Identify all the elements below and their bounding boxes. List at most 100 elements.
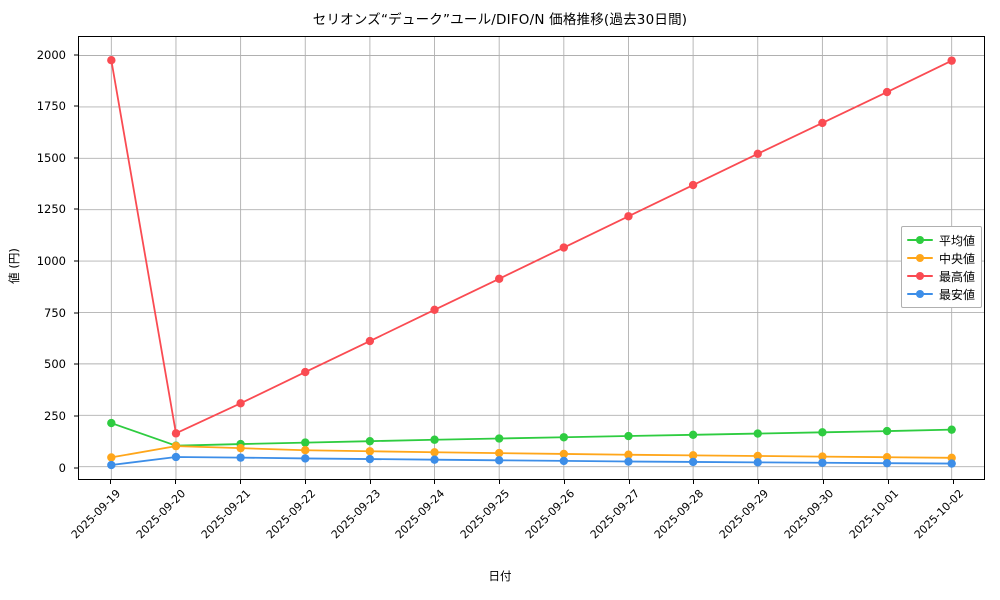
- y-tick-mark: [74, 312, 78, 314]
- data-point[interactable]: [559, 456, 569, 466]
- data-point[interactable]: [947, 425, 956, 434]
- series-1: [107, 418, 956, 450]
- data-point[interactable]: [624, 457, 633, 466]
- data-point[interactable]: [430, 448, 439, 457]
- data-point[interactable]: [430, 455, 439, 464]
- data-point[interactable]: [559, 243, 569, 252]
- data-point[interactable]: [430, 305, 439, 314]
- data-point[interactable]: [430, 435, 439, 444]
- data-point[interactable]: [236, 443, 245, 453]
- y-tick-mark: [74, 54, 78, 56]
- data-point[interactable]: [365, 336, 375, 346]
- y-tick-label: 1000: [36, 254, 66, 269]
- y-tick-label: 1500: [36, 150, 66, 165]
- x-tick-mark: [887, 480, 889, 484]
- x-tick-mark: [239, 480, 241, 484]
- series-3: [107, 56, 956, 438]
- data-point[interactable]: [818, 428, 827, 437]
- data-point[interactable]: [882, 458, 892, 468]
- series-line: [110, 59, 953, 435]
- series-line: [110, 422, 953, 447]
- x-tick-mark: [304, 480, 306, 484]
- data-point[interactable]: [365, 447, 375, 456]
- chart-title: セリオンズ“デューク”ユール/DIFO/N 価格推移(過去30日間): [312, 12, 688, 28]
- data-point[interactable]: [171, 452, 181, 462]
- data-point[interactable]: [365, 436, 375, 446]
- x-tick-mark: [110, 480, 112, 484]
- data-point[interactable]: [301, 454, 310, 463]
- series-2: [107, 441, 956, 463]
- data-point[interactable]: [107, 418, 116, 428]
- data-point[interactable]: [107, 453, 116, 462]
- legend-swatch-icon: [907, 252, 933, 264]
- data-point[interactable]: [753, 458, 762, 467]
- data-point[interactable]: [882, 426, 892, 436]
- y-tick-label: 250: [44, 408, 66, 423]
- x-tick-mark: [369, 480, 371, 484]
- data-point[interactable]: [947, 459, 956, 468]
- data-point[interactable]: [301, 446, 310, 455]
- data-point[interactable]: [688, 457, 698, 467]
- data-point[interactable]: [171, 429, 181, 438]
- series-4: [107, 452, 956, 470]
- y-tick-mark: [74, 467, 78, 469]
- data-point[interactable]: [882, 453, 892, 462]
- data-point[interactable]: [624, 431, 633, 441]
- grid-layer: [79, 37, 984, 479]
- y-tick-label: 2000: [36, 47, 66, 62]
- data-point[interactable]: [753, 149, 762, 158]
- x-tick-mark: [499, 480, 501, 484]
- data-point[interactable]: [494, 434, 504, 443]
- x-tick-mark: [563, 480, 565, 484]
- data-point[interactable]: [171, 441, 181, 451]
- data-point[interactable]: [624, 212, 633, 221]
- data-point[interactable]: [559, 433, 569, 442]
- legend-item[interactable]: 最高値: [907, 267, 975, 285]
- y-tick-label: 750: [44, 305, 66, 320]
- x-tick-mark: [175, 480, 177, 484]
- data-point[interactable]: [753, 429, 762, 438]
- data-point[interactable]: [236, 453, 245, 462]
- x-tick-mark: [434, 480, 436, 484]
- data-point[interactable]: [688, 180, 698, 190]
- y-tick-mark: [74, 208, 78, 210]
- data-point[interactable]: [559, 449, 569, 459]
- data-point[interactable]: [494, 274, 504, 283]
- legend-label: 最高値: [939, 269, 976, 284]
- series-line: [110, 445, 953, 459]
- y-tick-label: 1250: [36, 202, 66, 217]
- legend-item[interactable]: 最安値: [907, 285, 975, 303]
- data-point[interactable]: [818, 118, 827, 128]
- x-tick-mark: [693, 480, 695, 484]
- x-tick-mark: [628, 480, 630, 484]
- data-point[interactable]: [494, 448, 504, 458]
- data-point[interactable]: [947, 56, 956, 65]
- plot-area: [78, 36, 985, 480]
- y-tick-label: 1750: [36, 99, 66, 114]
- y-tick-mark: [74, 260, 78, 262]
- y-tick-mark: [74, 415, 78, 417]
- x-axis-ticks: 2025-09-19 2025-09-20 2025-09-21 2025-09-22…: [0, 480, 1000, 570]
- data-point[interactable]: [236, 399, 245, 408]
- data-point[interactable]: [107, 460, 116, 470]
- legend-item[interactable]: 中央値: [907, 249, 975, 267]
- data-point[interactable]: [688, 430, 698, 439]
- data-point[interactable]: [365, 454, 375, 464]
- data-point[interactable]: [753, 451, 762, 461]
- data-point[interactable]: [688, 451, 698, 460]
- legend-swatch-icon: [907, 234, 933, 246]
- legend-swatch-icon: [907, 270, 933, 282]
- data-point[interactable]: [494, 456, 504, 465]
- legend-item[interactable]: 平均値: [907, 231, 975, 249]
- data-point[interactable]: [624, 450, 633, 459]
- data-point[interactable]: [818, 452, 827, 461]
- data-point[interactable]: [818, 458, 827, 467]
- x-tick-mark: [823, 480, 825, 484]
- data-point[interactable]: [301, 438, 310, 447]
- y-tick-mark: [74, 363, 78, 365]
- series-line: [110, 456, 953, 466]
- data-point[interactable]: [301, 367, 310, 377]
- data-point[interactable]: [882, 87, 892, 97]
- data-point[interactable]: [107, 56, 116, 65]
- data-point[interactable]: [947, 453, 956, 463]
